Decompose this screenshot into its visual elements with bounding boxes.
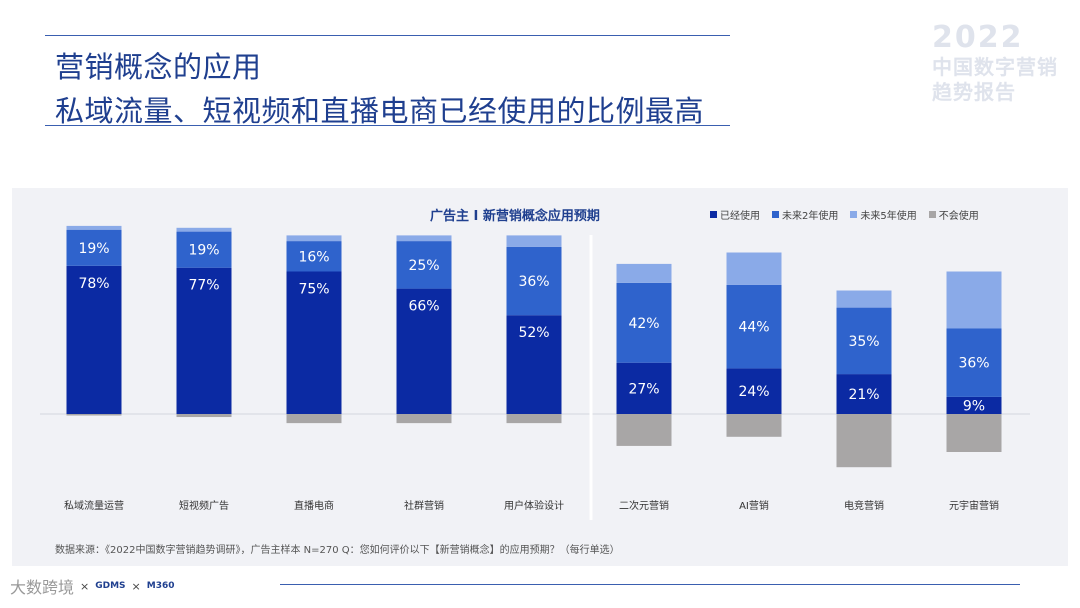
label-3-used: 66% [408,299,439,315]
bar-6-series-0 [726,368,782,414]
report-brand: 2022 中国数字营销 趋势报告 [932,20,1058,105]
bar-8-series-1 [946,328,1002,397]
bar-4-series-0 [506,315,562,414]
bar-1-series-1 [176,231,232,268]
bar-7-series-0 [836,374,892,414]
category-label-2: 直播电商 [294,499,334,512]
category-label-8: 元宇宙营销 [949,499,999,512]
logo-separator-2: × [131,579,141,593]
label-6-used: 24% [738,384,769,400]
label-1-used: 77% [188,278,219,294]
category-label-5: 二次元营销 [619,499,669,512]
logo-separator-1: × [80,579,90,593]
bar-1-series-0 [176,267,232,414]
label-7-2yr: 35% [848,334,879,350]
bar-7-series-1 [836,307,892,375]
label-3-2yr: 25% [408,258,439,274]
bar-0-series-0 [66,265,122,414]
label-7-used: 21% [848,387,879,403]
bar-4-series-3 [506,414,562,424]
legend-swatch-2yr [772,211,779,218]
bar-6-series-2 [726,252,782,285]
label-8-2yr: 36% [958,356,989,372]
legend-swatch-never [928,211,936,218]
bar-8-series-0 [946,396,1002,414]
legend-item-5yr: 未来5年使用 [850,207,917,222]
label-5-2yr: 42% [628,316,659,332]
bar-2-series-1 [286,241,342,272]
bar-2-series-3 [286,414,342,424]
category-label-0: 私域流量运营 [64,499,124,512]
title-top-rule [45,35,730,36]
category-label-6: AI营销 [739,499,769,512]
bar-6-series-1 [726,284,782,369]
legend-swatch-used [710,211,717,218]
legend-label-used: 已经使用 [720,211,760,222]
brand-line2: 趋势报告 [932,80,1016,104]
label-5-used: 27% [628,381,659,397]
bar-8-series-2 [946,271,1002,329]
bar-8-series-3 [946,414,1002,452]
bar-2-series-2 [286,235,342,242]
title-bottom-rule [45,125,730,126]
bar-1-series-2 [176,227,232,232]
bar-3-series-3 [396,414,452,424]
bar-5-series-0 [616,362,672,414]
bar-3-series-2 [396,235,452,242]
bar-4-series-2 [506,235,562,247]
label-4-2yr: 36% [518,274,549,290]
brand-year: 2022 [932,20,1024,55]
category-label-7: 电竞营销 [844,499,884,512]
bar-3-series-1 [396,241,452,289]
m360-logo: M360 [146,581,175,591]
bar-5-series-2 [616,263,672,283]
label-0-2yr: 19% [78,241,109,257]
legend-label-2yr: 未来2年使用 [782,211,839,222]
category-label-1: 短视频广告 [179,499,229,512]
bar-0-series-2 [66,225,122,230]
label-8-used: 9% [963,398,985,414]
page-title: 营销概念的应用 [55,50,262,84]
bar-7-series-3 [836,414,892,468]
label-4-used: 52% [518,325,549,341]
bar-1-series-3 [176,414,232,418]
data-source-note: 数据来源：《2022中国数字营销趋势调研》，广告主样本 N=270 Q：您如何评… [55,545,620,556]
category-label-3: 社群营销 [404,499,444,512]
watermark-text: 大数跨境 [10,578,75,597]
label-0-used: 78% [78,276,109,292]
footer-logos: 大数跨境 × GDMS × M360 [10,574,175,598]
chart-legend: 已经使用 未来2年使用 未来5年使用 不会使用 [710,207,979,222]
legend-item-never: 不会使用 [928,207,979,222]
bar-5-series-3 [616,414,672,446]
bar-6-series-3 [726,414,782,437]
legend-item-used: 已经使用 [710,207,760,222]
bar-3-series-0 [396,288,452,414]
legend-label-5yr: 未来5年使用 [860,211,917,222]
legend-item-2yr: 未来2年使用 [772,207,838,222]
footer-rule [280,584,1020,585]
label-1-2yr: 19% [188,243,219,259]
bar-5-series-1 [616,282,672,363]
page-subtitle: 私域流量、短视频和直播电商已经使用的比例最高 [55,94,705,128]
bar-7-series-2 [836,290,892,308]
legend-swatch-5yr [850,211,858,218]
brand-line1: 中国数字营销 [932,55,1058,79]
label-2-2yr: 16% [298,249,329,265]
bar-0-series-3 [66,414,122,416]
category-label-4: 用户体验设计 [504,499,564,512]
chart-title: 广告主 I 新营销概念应用预期 [430,209,600,224]
label-6-2yr: 44% [738,320,769,336]
label-2-used: 75% [298,282,329,298]
bar-4-series-1 [506,246,562,316]
bar-0-series-1 [66,229,122,266]
legend-label-never: 不会使用 [938,211,979,222]
bar-2-series-0 [286,271,342,414]
gdms-logo: GDMS [95,581,126,591]
